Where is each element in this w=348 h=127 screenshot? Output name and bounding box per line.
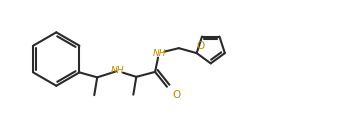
Text: O: O	[172, 90, 180, 100]
Text: NH: NH	[152, 49, 166, 58]
Text: NH: NH	[111, 66, 124, 75]
Text: O: O	[196, 42, 204, 51]
